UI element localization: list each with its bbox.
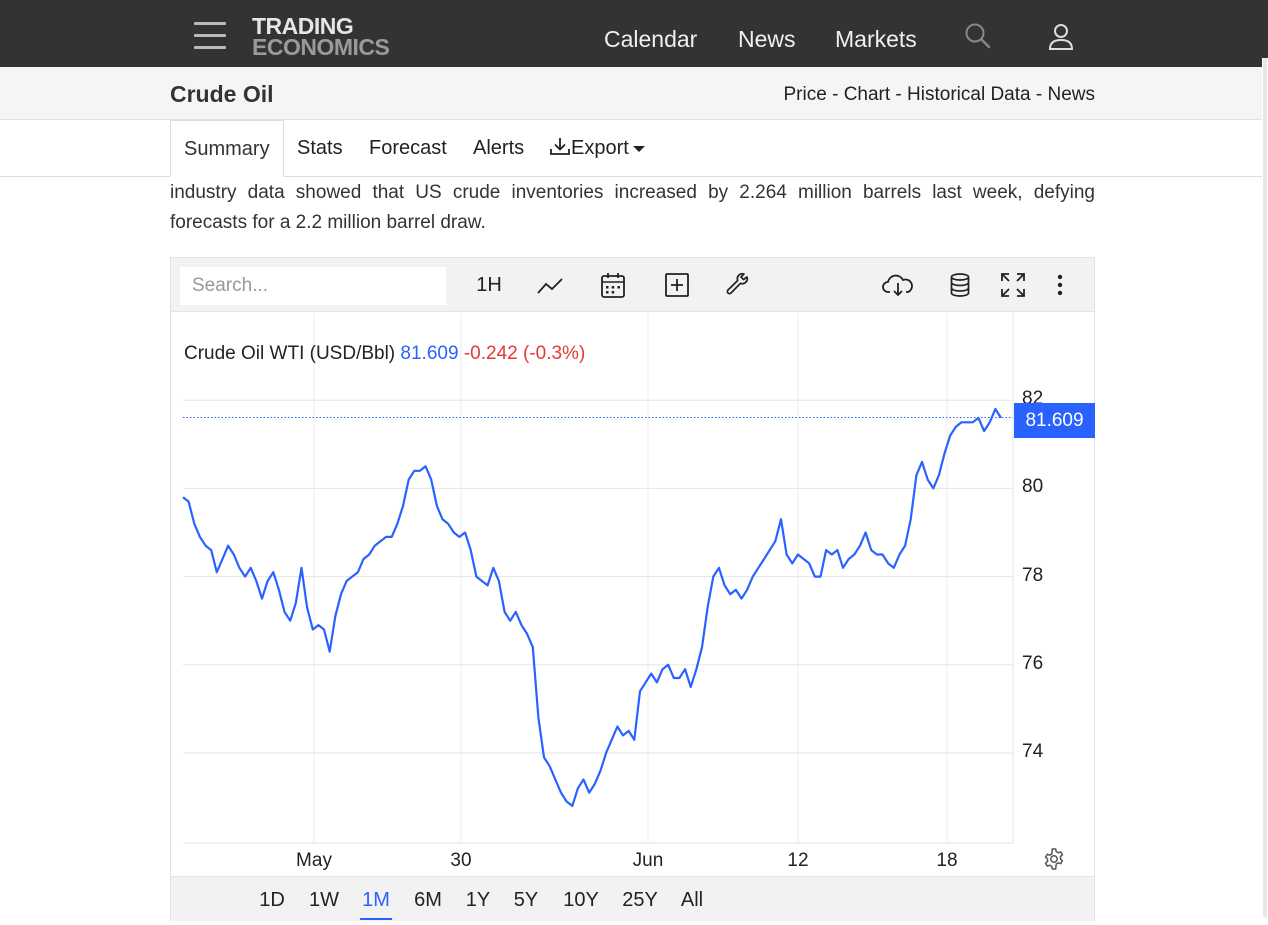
legend-series-name: Crude Oil WTI (USD/Bbl): [184, 343, 396, 364]
top-navigation-bar: TRADING ECONOMICS Calendar News Markets: [0, 0, 1268, 67]
chart-area[interactable]: Crude Oil WTI (USD/Bbl) 81.609 -0.242 (-…: [171, 313, 1095, 876]
download-icon: [550, 138, 570, 155]
instrument-header: Crude Oil Price - Chart - Historical Dat…: [0, 67, 1268, 120]
tab-alerts[interactable]: Alerts: [473, 137, 525, 159]
chart-widget: 1H Crude Oil WTI (USD/Bbl) 81.609: [170, 257, 1095, 921]
x-tick-label: 12: [787, 850, 809, 871]
more-vert-icon[interactable]: [1053, 270, 1067, 300]
section-links: Price - Chart - Historical Data - News: [784, 84, 1096, 106]
legend-change: -0.242 (-0.3%): [463, 343, 586, 364]
tab-summary[interactable]: Summary: [170, 120, 284, 177]
price-line-chart[interactable]: [171, 313, 1094, 876]
menu-icon[interactable]: [194, 22, 226, 50]
link-separator: -: [890, 84, 908, 105]
wrench-icon[interactable]: [723, 270, 753, 300]
range-6m[interactable]: 6M: [414, 889, 442, 911]
link-price[interactable]: Price: [783, 84, 827, 105]
link-separator: -: [826, 84, 844, 105]
last-price-tag: 81.609: [1014, 403, 1095, 438]
symbol-search-input[interactable]: [180, 267, 446, 305]
search-icon[interactable]: [964, 22, 992, 55]
gear-icon[interactable]: [1042, 847, 1066, 876]
nav-news[interactable]: News: [738, 26, 796, 52]
y-tick-label: 74: [1022, 741, 1044, 762]
download-cloud-icon[interactable]: [882, 270, 914, 300]
x-tick-label: 18: [936, 850, 958, 871]
link-news[interactable]: News: [1047, 84, 1095, 105]
x-tick-label: Jun: [632, 850, 664, 871]
article-text: industry data showed that US crude inven…: [170, 182, 1095, 233]
tab-bar: Summary Stats Forecast Alerts Export: [0, 120, 1268, 177]
tab-stats[interactable]: Stats: [297, 137, 343, 159]
user-icon[interactable]: [1047, 22, 1075, 57]
legend-price: 81.609: [400, 343, 459, 364]
range-all[interactable]: All: [680, 889, 704, 911]
range-5y[interactable]: 5Y: [513, 889, 539, 911]
y-tick-label: 76: [1022, 652, 1044, 674]
interval-button[interactable]: 1H: [476, 273, 502, 296]
export-label: Export: [571, 137, 629, 159]
nav-markets[interactable]: Markets: [835, 26, 917, 52]
range-selector: 1D 1W 1M 6M 1Y 5Y 10Y 25Y All: [171, 876, 1094, 921]
chart-toolbar: 1H: [171, 258, 1094, 312]
x-tick-label: May: [296, 850, 332, 871]
fullscreen-icon[interactable]: [999, 270, 1027, 300]
range-10y[interactable]: 10Y: [563, 889, 599, 911]
add-compare-icon[interactable]: [662, 270, 692, 300]
range-1d[interactable]: 1D: [259, 889, 285, 911]
range-1m[interactable]: 1M: [360, 889, 392, 920]
caret-down-icon: [632, 145, 645, 152]
series-line-crude-oil-wti: [182, 407, 1002, 807]
trading-economics-logo[interactable]: TRADING ECONOMICS: [252, 13, 390, 60]
database-icon[interactable]: [947, 270, 973, 300]
page-title: Crude Oil: [170, 81, 274, 107]
x-tick-label: 30: [450, 850, 472, 871]
link-chart[interactable]: Chart: [843, 84, 891, 105]
link-separator: -: [1030, 84, 1048, 105]
y-tick-label: 80: [1022, 476, 1044, 498]
range-25y[interactable]: 25Y: [622, 889, 658, 911]
chart-legend: Crude Oil WTI (USD/Bbl) 81.609 -0.242 (-…: [184, 343, 585, 365]
calendar-icon[interactable]: [598, 270, 628, 300]
nav-calendar[interactable]: Calendar: [604, 26, 698, 52]
tab-export[interactable]: Export: [536, 120, 658, 177]
link-historical-data[interactable]: Historical Data: [907, 84, 1031, 105]
tab-forecast[interactable]: Forecast: [369, 137, 447, 159]
y-tick-label: 78: [1022, 564, 1044, 586]
line-chart-icon[interactable]: [535, 270, 565, 300]
range-1y[interactable]: 1Y: [465, 889, 491, 911]
range-1w[interactable]: 1W: [309, 889, 339, 911]
page-scrollbar-thumb[interactable]: [1263, 58, 1267, 918]
